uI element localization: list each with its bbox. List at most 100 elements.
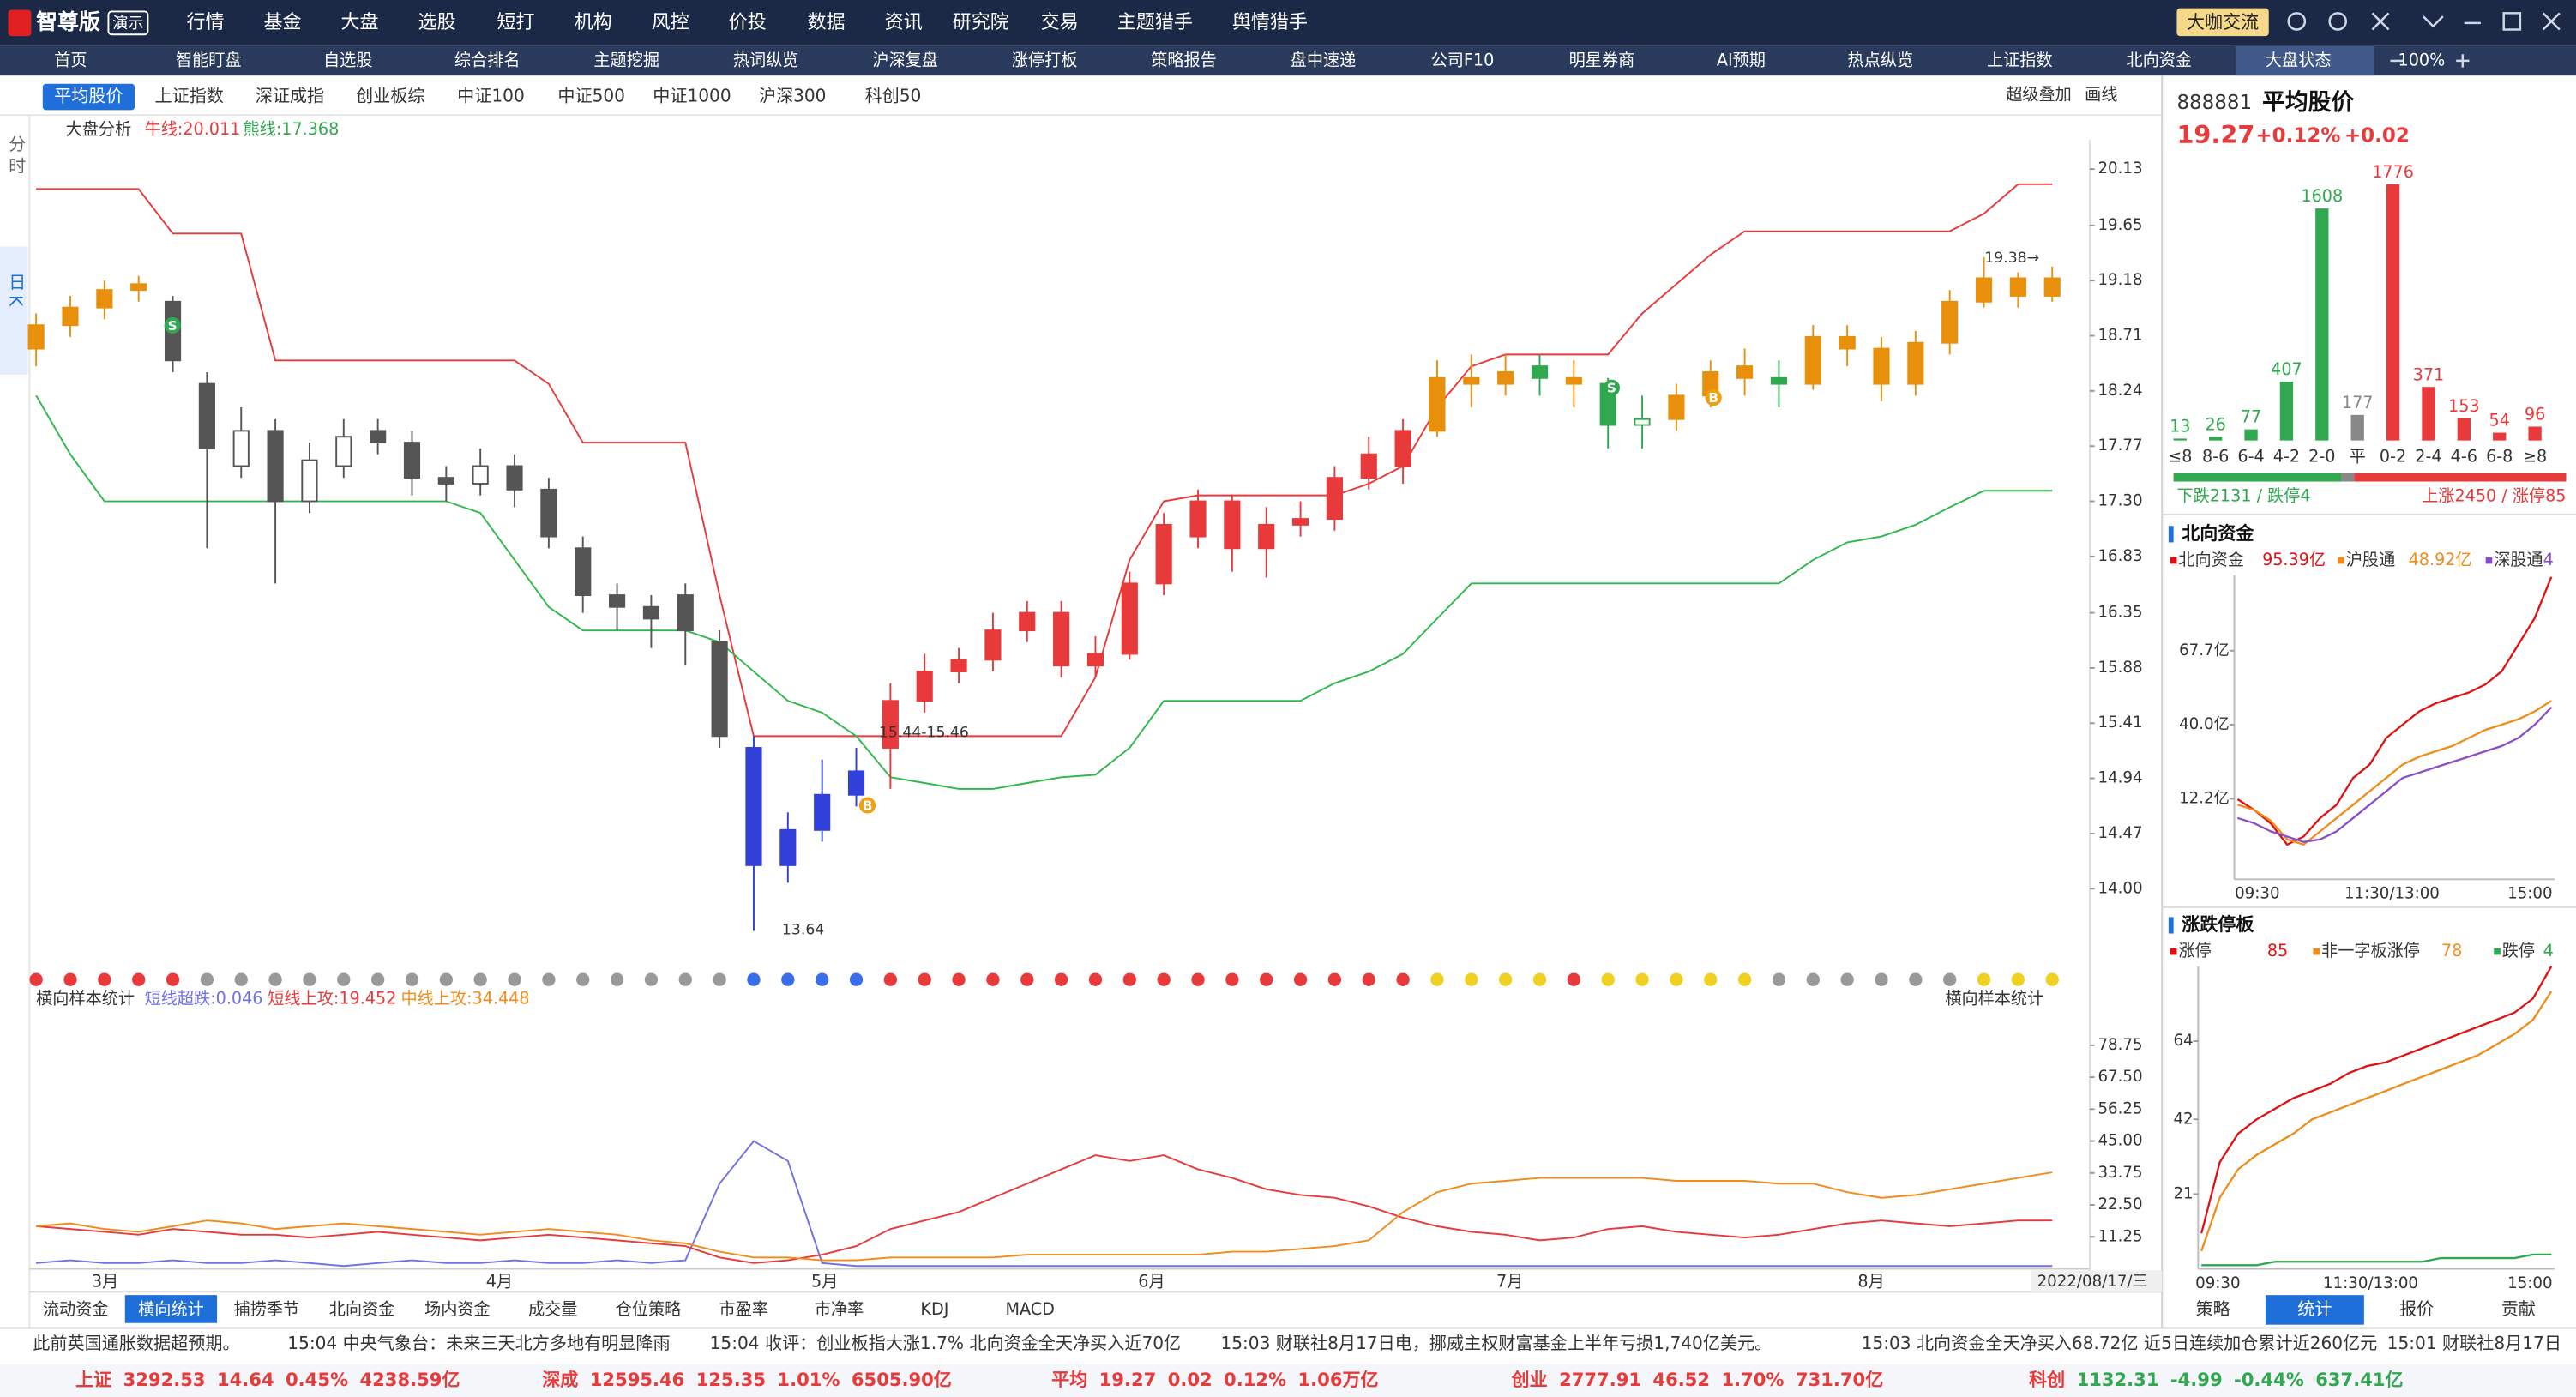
index-tab[interactable]: 科创50 <box>865 86 922 106</box>
bottom-tab[interactable]: MACD <box>1006 1299 1055 1319</box>
side-tab[interactable]: 分时 <box>6 135 27 179</box>
settings-icon[interactable] <box>2328 12 2348 31</box>
nav-tab[interactable]: 自选股 <box>323 50 372 69</box>
bottom-tab[interactable]: 捕捞季节 <box>233 1299 299 1319</box>
bottom-tab[interactable]: 成交量 <box>528 1299 577 1319</box>
index-field: 1.01% <box>777 1369 840 1390</box>
menu-item[interactable]: 主题猎手 <box>1117 12 1193 33</box>
nav-tab[interactable]: 明星券商 <box>1569 50 1635 69</box>
zoom-in[interactable] <box>2456 54 2470 68</box>
menu-item[interactable]: 基金 <box>264 12 302 33</box>
button[interactable]: 大咖交流 <box>2187 11 2259 33</box>
index-tab[interactable]: 中证1000 <box>653 86 731 106</box>
y-tick-label: 22.50 <box>2098 1195 2142 1213</box>
bottom-tab[interactable]: 市盈率 <box>719 1299 768 1319</box>
candle-body <box>1873 347 1890 385</box>
news-item[interactable]: 15:01 财联社8月17日 <box>2387 1333 2561 1353</box>
news-item[interactable]: 15:03 财联社8月17日电，挪威主权财富基金上半年亏损1,740亿美元。 <box>1220 1333 1772 1353</box>
user-icon[interactable] <box>2287 12 2307 31</box>
nav-tab[interactable]: 北向资金 <box>2126 50 2192 69</box>
news-item[interactable]: 15:03 北向资金全天净买入68.72亿 近5日连续加仓累计近260亿元 <box>1862 1333 2378 1353</box>
index-field: 19.27 <box>1099 1369 1157 1390</box>
index-tab[interactable]: 中证100 <box>457 86 525 106</box>
index-tab[interactable]: 平均股价 <box>54 86 123 106</box>
status-dot <box>1840 972 1854 986</box>
candle-body <box>1907 341 1924 385</box>
maximize[interactable] <box>2502 12 2522 31</box>
menu-item[interactable]: 大盘 <box>341 12 379 33</box>
candle-body <box>335 436 352 467</box>
menu-item[interactable]: 行情 <box>186 12 224 33</box>
nav-tab[interactable]: 热点纵览 <box>1848 50 1914 69</box>
candle-body <box>745 747 762 866</box>
bottom-tab[interactable]: 场内资金 <box>424 1299 491 1319</box>
candle-body <box>370 430 387 444</box>
menu-item[interactable]: 数据 <box>808 12 846 33</box>
candle-body <box>609 594 626 608</box>
y-tick-label: 14.94 <box>2098 769 2142 787</box>
index-tab[interactable]: 创业板综 <box>356 86 424 106</box>
nav-tab[interactable]: 综合排名 <box>454 50 521 69</box>
status-dot <box>166 972 180 986</box>
bottom-tab[interactable]: 流动资金 <box>43 1299 109 1319</box>
index-field: 6505.90亿 <box>852 1369 952 1390</box>
news-item[interactable]: 此前英国通胀数据超预期。 <box>33 1333 239 1353</box>
status-dot <box>1465 972 1478 986</box>
close[interactable] <box>2542 12 2561 31</box>
expand-icon[interactable] <box>2371 12 2390 31</box>
signal-marker <box>1705 389 1722 406</box>
status-dot <box>2045 972 2059 986</box>
candle-body <box>779 828 797 866</box>
index-tab[interactable]: 沪深300 <box>759 86 827 106</box>
index-tab[interactable]: 上证指数 <box>154 86 223 106</box>
menu-item[interactable]: 资讯 <box>885 12 923 33</box>
tool-button[interactable]: 画线 <box>2085 85 2117 105</box>
x-tick-label: 8-6 <box>2202 446 2229 466</box>
menu-item[interactable]: 交易 <box>1041 12 1079 33</box>
menu-item[interactable]: 价投 <box>729 12 767 33</box>
index-tab[interactable]: 深证成指 <box>256 86 324 106</box>
nav-tab[interactable]: 公司F10 <box>1431 50 1495 69</box>
legend-value: 85 <box>2267 941 2288 960</box>
nav-tab[interactable]: 智能盯盘 <box>176 50 242 69</box>
x-tick-label: 6-8 <box>2486 446 2513 466</box>
menu-item[interactable]: 舆情猎手 <box>1232 12 1308 33</box>
menu-item[interactable]: 选股 <box>418 12 456 33</box>
side-tab[interactable]: 日K <box>6 273 27 311</box>
x-tick-label: 09:30 <box>2235 885 2279 903</box>
menu-icon[interactable] <box>2422 15 2444 28</box>
bottom-tab[interactable]: 市净率 <box>815 1299 864 1319</box>
menu-item[interactable]: 研究院 <box>953 12 1009 33</box>
signal-label: B <box>1708 390 1718 406</box>
bottom-tab[interactable]: 仓位策略 <box>616 1299 682 1319</box>
nav-tab[interactable]: 沪深复盘 <box>872 50 938 69</box>
nav-tab[interactable]: 涨停打板 <box>1012 50 1078 69</box>
panel-tab[interactable]: 统计 <box>2297 1298 2332 1319</box>
nav-tab[interactable]: 盘中速递 <box>1291 50 1357 69</box>
nav-tab[interactable]: 主题挖掘 <box>593 50 659 69</box>
nav-tab[interactable]: 热词纵览 <box>733 50 799 69</box>
nav-tab[interactable]: AI预期 <box>1717 50 1766 69</box>
tool-button[interactable]: 超级叠加 <box>2006 85 2072 105</box>
bottom-tab[interactable]: 横向统计 <box>138 1299 204 1319</box>
bottom-tab[interactable]: 北向资金 <box>329 1299 395 1319</box>
y-tick-label: 16.83 <box>2098 547 2142 565</box>
menu-item[interactable]: 风控 <box>652 12 689 33</box>
legend-entry: 涨停 <box>2178 941 2211 960</box>
nav-tab[interactable]: 首页 <box>54 50 87 69</box>
up-label: 上涨2450 / 涨停85 <box>2422 485 2566 505</box>
nav-tab[interactable]: 大盘状态 <box>2266 50 2332 69</box>
panel-tab[interactable]: 报价 <box>2399 1298 2434 1319</box>
quote-code: 888881 <box>2176 92 2252 114</box>
news-item[interactable]: 15:04 收评：创业板指大涨1.7% 北向资金全天净买入近70亿 <box>710 1333 1182 1353</box>
panel-tab[interactable]: 策略 <box>2195 1298 2230 1319</box>
index-field: 46.52 <box>1652 1369 1710 1390</box>
panel-tab[interactable]: 贡献 <box>2501 1298 2536 1319</box>
menu-item[interactable]: 机构 <box>575 12 612 33</box>
nav-tab[interactable]: 策略报告 <box>1151 50 1217 69</box>
nav-tab[interactable]: 上证指数 <box>1987 50 2053 69</box>
index-tab[interactable]: 中证500 <box>557 86 625 106</box>
menu-item[interactable]: 短打 <box>497 12 535 33</box>
news-item[interactable]: 15:04 中央气象台：未来三天北方多地有明显降雨 <box>287 1333 670 1353</box>
bottom-tab[interactable]: KDJ <box>920 1299 948 1319</box>
